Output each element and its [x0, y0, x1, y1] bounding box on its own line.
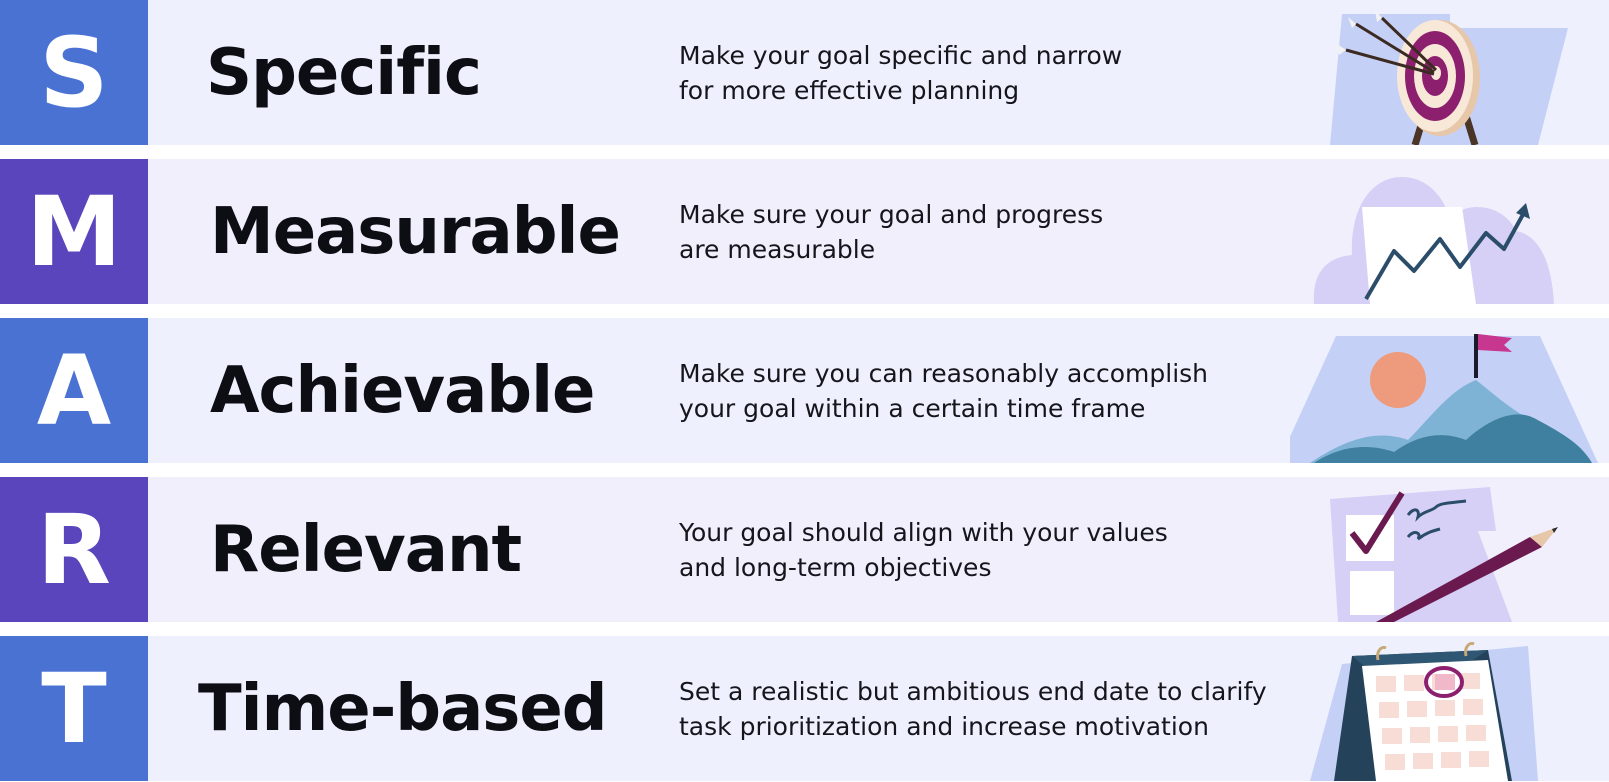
desc-line-2: task prioritization and increase motivat…	[679, 711, 1209, 741]
mountain-flag-icon	[1290, 334, 1598, 463]
desc-relevant: Your goal should align with your values …	[679, 477, 1168, 622]
row-relevant: R Relevant Your goal should align with y…	[0, 477, 1609, 622]
letter-box-r: R	[0, 477, 148, 622]
desc-line-1: Make sure you can reasonably accomplish	[679, 358, 1209, 388]
letter-box-s: S	[0, 0, 148, 145]
letter-a: A	[36, 334, 112, 447]
desc-line-1: Make sure your goal and progress	[679, 199, 1104, 229]
word-achievable: Achievable	[210, 353, 595, 428]
letter-r: R	[37, 493, 111, 606]
desc-specific: Make your goal specific and narrow for m…	[679, 0, 1122, 145]
row-achievable: A Achievable Make sure you can reasonabl…	[0, 318, 1609, 463]
desc-line-2: for more effective planning	[679, 75, 1020, 105]
letter-box-t: T	[0, 636, 148, 781]
desc-line-1: Set a realistic but ambitious end date t…	[679, 676, 1267, 706]
desc-line-1: Your goal should align with your values	[679, 517, 1168, 547]
word-measurable: Measurable	[210, 194, 621, 269]
desc-line-2: and long-term objectives	[679, 552, 992, 582]
letter-box-a: A	[0, 318, 148, 463]
word-relevant: Relevant	[210, 512, 522, 587]
desc-line-2: are measurable	[679, 234, 876, 264]
desc-time-based: Set a realistic but ambitious end date t…	[679, 636, 1267, 781]
chart-icon	[1313, 177, 1554, 304]
checklist-pencil-icon	[1330, 487, 1558, 622]
desc-line-1: Make your goal specific and narrow	[679, 40, 1123, 70]
calendar-icon	[1310, 642, 1538, 781]
desc-achievable: Make sure you can reasonably accomplish …	[679, 318, 1208, 463]
letter-s: S	[39, 16, 109, 129]
letter-m: M	[26, 175, 122, 288]
row-specific: S Specific Make your goal specific and n…	[0, 0, 1609, 145]
row-measurable: M Measurable Make sure your goal and pro…	[0, 159, 1609, 304]
target-icon	[1330, 10, 1568, 145]
letter-t: T	[41, 652, 107, 765]
word-specific: Specific	[206, 35, 482, 110]
letter-box-m: M	[0, 159, 148, 304]
desc-measurable: Make sure your goal and progress are mea…	[679, 159, 1103, 304]
desc-line-2: your goal within a certain time frame	[679, 393, 1146, 423]
row-time-based: T Time-based Set a realistic but ambitio…	[0, 636, 1609, 781]
word-time-based: Time-based	[198, 671, 608, 746]
